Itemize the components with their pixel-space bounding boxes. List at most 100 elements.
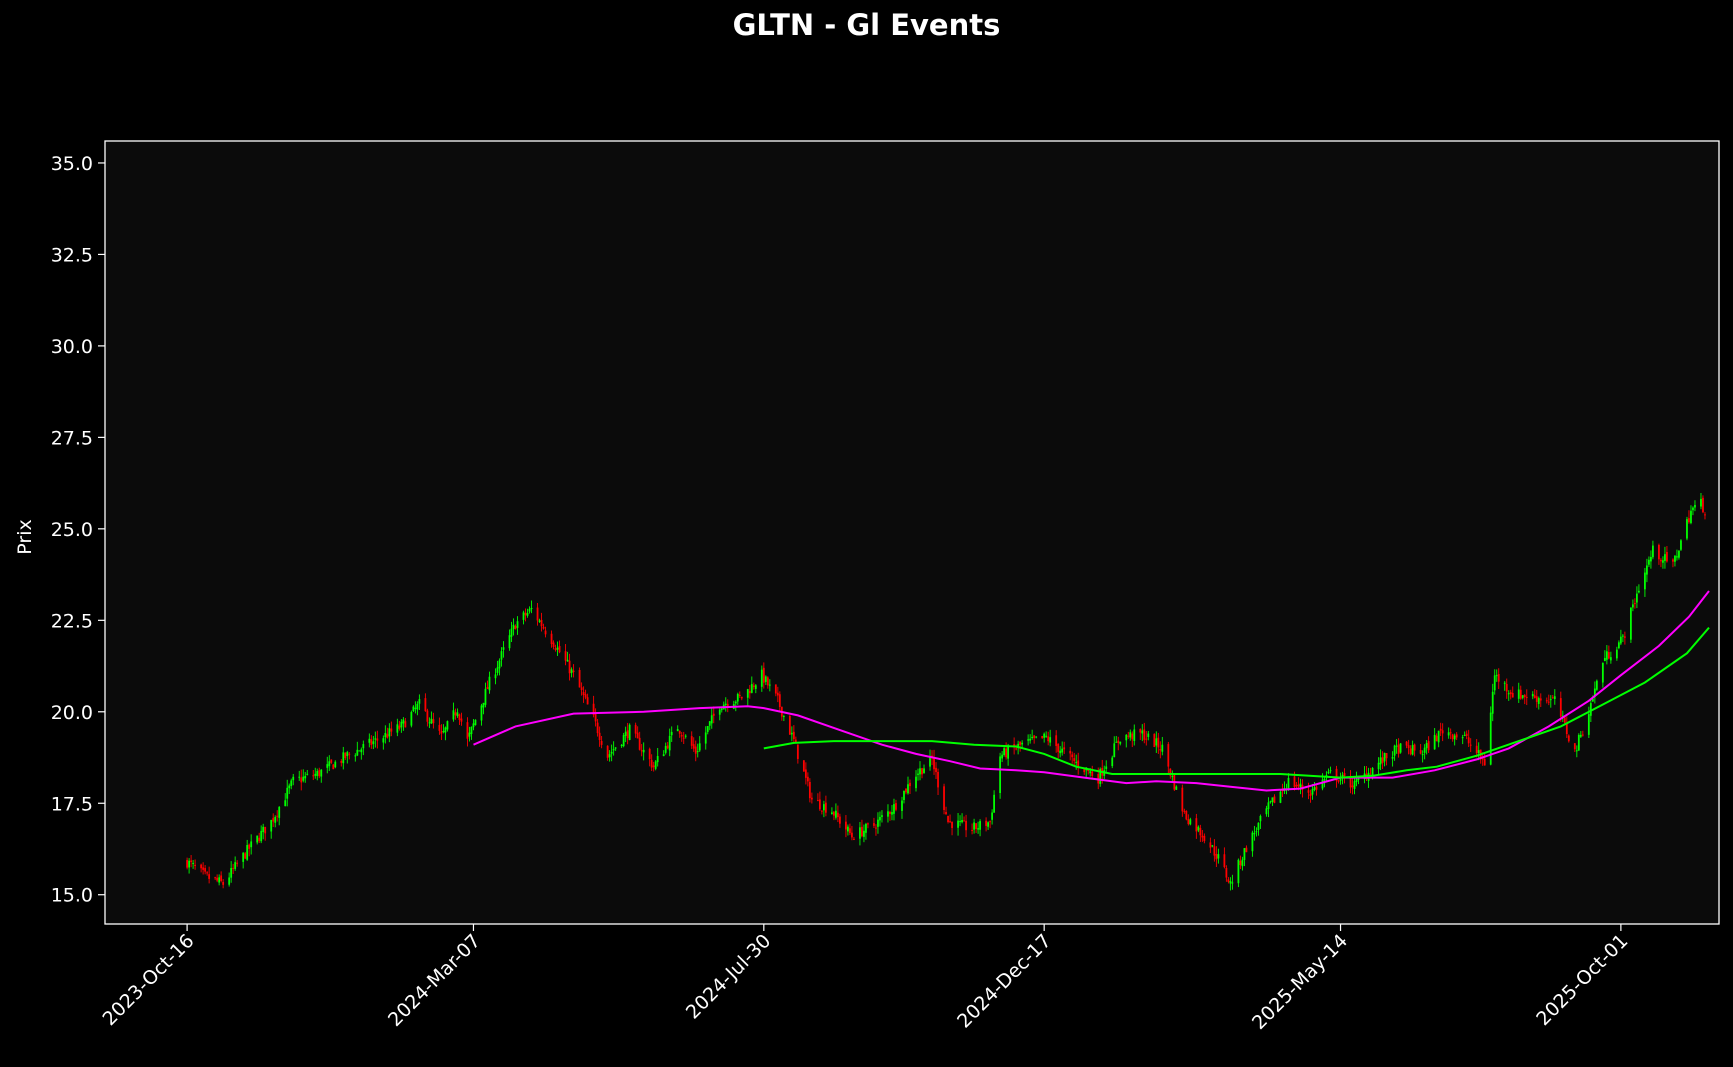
candle-body xyxy=(1409,748,1412,755)
candle-body xyxy=(877,819,879,827)
candle-body xyxy=(1125,734,1128,741)
candle-body xyxy=(482,702,485,708)
candle-body xyxy=(929,755,931,767)
candle-body xyxy=(640,750,643,752)
candle-body xyxy=(1159,749,1162,751)
candle-body xyxy=(480,705,483,721)
candle-body xyxy=(220,875,223,882)
candle-body xyxy=(1349,778,1352,788)
candle-body xyxy=(1133,729,1136,741)
candle-body xyxy=(304,775,307,779)
candle-body xyxy=(933,757,935,770)
candle-body xyxy=(1339,779,1342,781)
candle-body xyxy=(1405,741,1408,746)
candle-body xyxy=(530,608,533,610)
candle-body xyxy=(1217,854,1220,859)
candle-body xyxy=(979,821,981,830)
candle-body xyxy=(792,731,795,740)
candle-body xyxy=(678,730,681,734)
y-axis-label: Prix xyxy=(14,519,36,554)
y-tick-label: 17.5 xyxy=(51,793,93,815)
candle-body xyxy=(1279,791,1282,803)
candle-body xyxy=(849,828,851,834)
candle-body xyxy=(837,812,839,818)
candle-body xyxy=(1105,766,1108,769)
candle-body xyxy=(1143,729,1146,740)
candle-body xyxy=(1087,769,1090,772)
candle-body xyxy=(1601,662,1604,683)
candle-body xyxy=(348,753,351,755)
candle-body xyxy=(606,745,609,758)
candle-body xyxy=(1469,744,1472,746)
candle-body xyxy=(1423,747,1426,753)
candle-body xyxy=(1075,761,1078,763)
candle-body xyxy=(1537,698,1540,704)
candle-body xyxy=(416,703,419,710)
candle-body xyxy=(550,633,553,645)
candle-body xyxy=(1239,860,1242,866)
candle-body xyxy=(1483,758,1486,766)
candle-body xyxy=(596,722,599,734)
candle-body xyxy=(1237,859,1240,884)
candle-body xyxy=(256,835,259,843)
candle-body xyxy=(1129,732,1132,738)
candle-body xyxy=(951,821,953,828)
candle-body xyxy=(1692,507,1694,511)
candle-body xyxy=(684,735,687,737)
candle-body xyxy=(971,829,973,831)
candle-body xyxy=(382,738,385,743)
candle-body xyxy=(1565,723,1568,735)
candle-body xyxy=(945,812,947,815)
candle-body xyxy=(494,674,497,679)
candle-body xyxy=(1161,744,1164,752)
candle-body xyxy=(514,625,517,630)
candle-body xyxy=(524,612,527,616)
candle-body xyxy=(1603,657,1606,662)
candle-body xyxy=(760,669,763,687)
candle-body xyxy=(250,841,253,848)
candle-body xyxy=(442,731,445,733)
candle-body xyxy=(1021,742,1024,745)
chart-title: GLTN - Gl Events xyxy=(732,8,1001,42)
candle-body xyxy=(923,768,925,774)
candle-body xyxy=(626,730,629,739)
candle-body xyxy=(326,764,329,768)
candle-body xyxy=(1213,846,1216,856)
candle-body xyxy=(1646,565,1648,575)
candle-body xyxy=(202,867,205,870)
candle-body xyxy=(440,731,443,734)
candle-body xyxy=(566,659,569,662)
candle-body xyxy=(676,729,679,732)
candle-body xyxy=(935,767,937,773)
candle-body xyxy=(1015,748,1018,750)
candle-body xyxy=(540,619,543,627)
candle-body xyxy=(502,647,505,650)
candle-body xyxy=(1505,683,1508,692)
candle-body xyxy=(1141,730,1144,734)
candle-body xyxy=(608,754,611,758)
candle-body xyxy=(1395,745,1398,747)
candle-body xyxy=(1329,770,1332,772)
candle-body xyxy=(736,693,739,702)
candle-body xyxy=(696,751,699,753)
candle-body xyxy=(1465,733,1468,736)
candle-body xyxy=(404,721,407,728)
candle-body xyxy=(390,728,393,732)
candle-body xyxy=(1419,750,1422,754)
candle-body xyxy=(398,725,401,729)
candle-body xyxy=(1337,780,1340,782)
candle-body xyxy=(1511,692,1514,698)
candle-body xyxy=(1551,697,1554,699)
candle-body xyxy=(1001,754,1004,759)
candle-body xyxy=(680,734,683,737)
candle-body xyxy=(208,874,211,879)
candle-body xyxy=(570,669,573,674)
candle-body xyxy=(1031,736,1034,739)
candle-body xyxy=(957,820,959,828)
candle-body xyxy=(1577,734,1580,751)
candle-body xyxy=(810,797,813,800)
candle-body xyxy=(516,621,519,628)
candle-body xyxy=(959,821,961,823)
candle-body xyxy=(1575,750,1578,752)
